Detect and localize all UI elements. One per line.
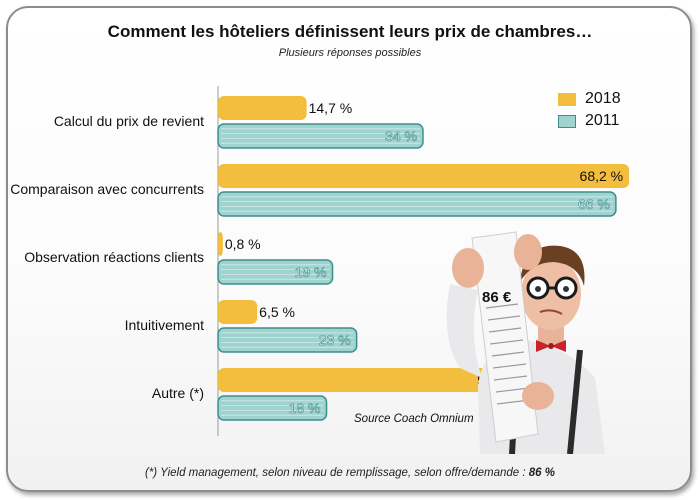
bar-2011 [217,191,617,217]
footnote: (*) Yield management, selon niveau de re… [0,467,700,479]
source-note: Source Coach Omnium [354,413,474,425]
category-label: Comparaison avec concurrents [10,181,204,197]
chart-subtitle: Plusieurs réponses possibles [278,47,422,59]
legend-item-2011: 2011 [558,110,621,132]
legend-item-2018: 2018 [558,88,621,110]
data-label-2011: 23 % [319,332,351,348]
chart-title: Comment les hôteliers définissent leurs … [107,22,593,41]
data-label-2011: 34 % [385,128,417,144]
receipt-price: 86 € [482,289,512,306]
bar-2018 [218,232,223,256]
data-label-2011: 18 % [289,400,321,416]
category-label: Intuitivement [125,317,204,333]
data-label-2011: 66 % [578,196,610,212]
data-label-2011: 19 % [295,264,327,280]
data-label-2018: 68,2 % [580,168,624,184]
category-label: Calcul du prix de revient [54,113,204,129]
legend-label-2018: 2018 [585,90,621,107]
data-label-2018: 0,8 % [225,236,261,252]
data-label-2018: 6,5 % [259,304,295,320]
category-label: Observation réactions clients [24,249,204,265]
footnote-text: (*) Yield management, selon niveau de re… [145,467,529,479]
category-label: Autre (*) [152,385,204,401]
data-label-2018: 14,7 % [309,100,353,116]
bar-2011 [217,395,328,421]
bar-2018 [218,300,258,324]
legend-label-2011: 2011 [585,112,620,129]
bar-2018 [218,368,527,392]
legend: 2018 2011 [558,88,621,132]
legend-swatch-2018 [558,92,576,106]
hotelier-photo: 86 € [446,231,605,454]
legend-swatch-2011 [558,114,576,128]
bar-2011 [217,123,424,149]
bar-2011 [217,327,358,353]
bar-2011 [217,259,334,285]
bar-2018 [218,164,630,188]
bar-2018 [218,96,307,120]
footnote-value: 86 % [528,467,555,479]
